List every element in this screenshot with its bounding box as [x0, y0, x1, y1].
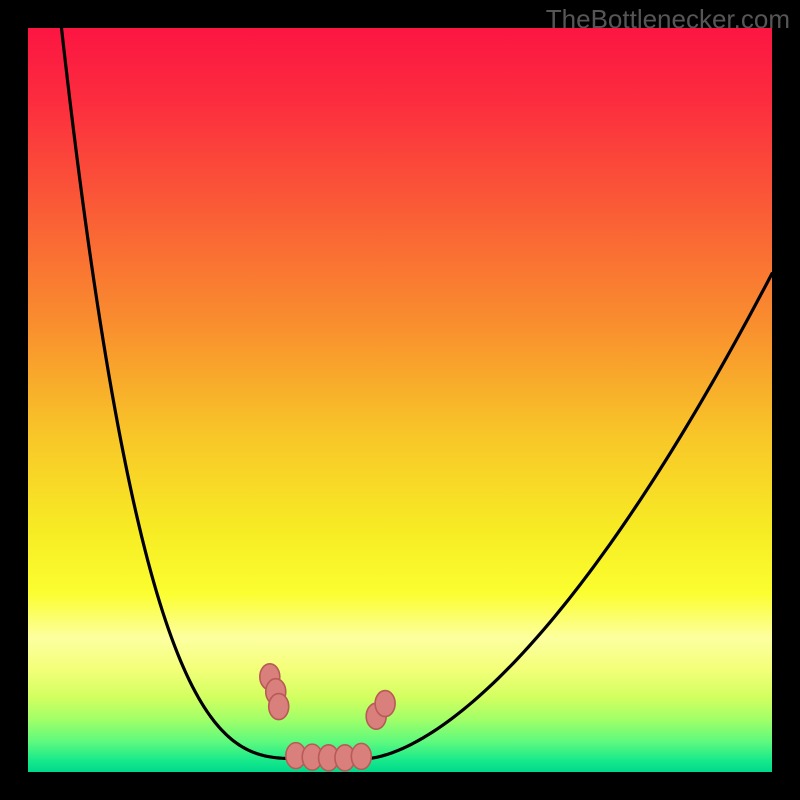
data-marker	[269, 694, 289, 720]
chart-frame: TheBottlenecker.com	[0, 0, 800, 800]
data-marker	[375, 691, 395, 717]
bottleneck-curve-plot	[28, 28, 772, 772]
gradient-background	[28, 28, 772, 772]
data-marker	[351, 743, 371, 769]
